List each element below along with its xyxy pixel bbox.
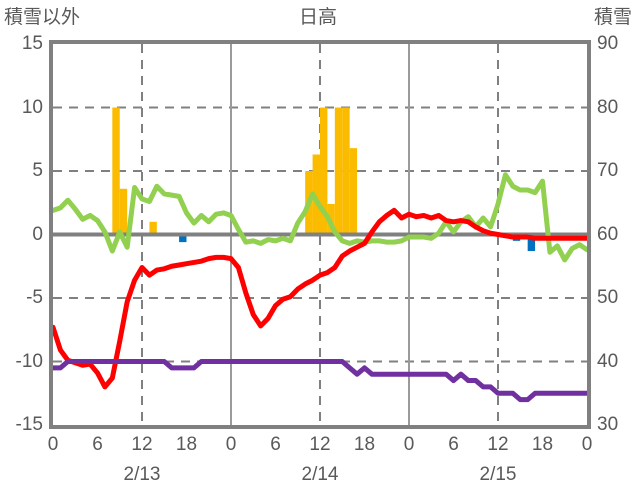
y-axis-tick-left: -5: [26, 287, 43, 308]
x-axis-tick: 6: [92, 434, 103, 455]
plot-inner: [53, 44, 587, 425]
y-axis-tick-right: 70: [597, 160, 619, 181]
precipitation-bar: [112, 107, 120, 235]
y-axis-tick-right: 50: [597, 287, 619, 308]
precipitation-bar: [342, 107, 350, 235]
snowfall-bar: [179, 234, 187, 243]
y-axis-tick-left: -15: [15, 414, 43, 435]
x-axis-tick: 0: [47, 434, 59, 455]
x-axis-day-label: 2/15: [479, 464, 517, 485]
x-axis-day-label: 2/14: [301, 464, 339, 485]
wind-line: [53, 172, 587, 263]
x-axis-tick: 18: [353, 434, 376, 455]
x-axis-tick: 0: [403, 434, 415, 455]
y-axis-tick-right: 30: [597, 414, 619, 435]
y-axis-tick-right: 60: [597, 223, 619, 245]
y-axis-tick-right: 80: [597, 96, 619, 118]
x-axis-tick: 6: [270, 434, 281, 455]
x-axis-tick: 6: [448, 434, 459, 455]
x-axis-tick: 18: [531, 434, 554, 455]
snow-depth-line: [53, 359, 587, 403]
temperature-line: [53, 207, 587, 390]
y-axis-tick-left: 5: [32, 160, 43, 181]
x-axis-tick: 0: [581, 434, 593, 455]
precipitation-bar: [312, 154, 320, 235]
y-axis-tick-right: 40: [597, 350, 619, 372]
right-axis-title: 積雪: [593, 7, 632, 28]
y-axis-tick-left: 0: [32, 223, 43, 245]
x-axis-tick: 12: [309, 434, 331, 455]
x-axis-tick: 0: [225, 434, 237, 455]
left-axis-title: 積雪以外: [4, 7, 81, 28]
x-axis-tick: 12: [131, 434, 153, 455]
precipitation-bar: [149, 221, 157, 235]
x-axis-tick: 12: [487, 434, 509, 455]
y-axis-tick-left: 15: [21, 33, 43, 54]
precipitation-bar: [320, 107, 328, 235]
y-axis-tick-left: -10: [15, 350, 43, 372]
precipitation-bar: [349, 148, 358, 235]
precipitation-bar: [119, 188, 128, 235]
precipitation-bar: [334, 107, 343, 235]
x-axis-day-label: 2/13: [123, 464, 161, 485]
x-axis-tick: 18: [175, 434, 198, 455]
chart-canvas: [53, 44, 587, 425]
chart-title: 日高: [298, 7, 337, 28]
plot-area: [49, 40, 591, 429]
y-axis-tick-right: 90: [597, 33, 619, 54]
snowfall-bar: [527, 234, 536, 252]
y-axis-tick-left: 10: [21, 96, 43, 118]
